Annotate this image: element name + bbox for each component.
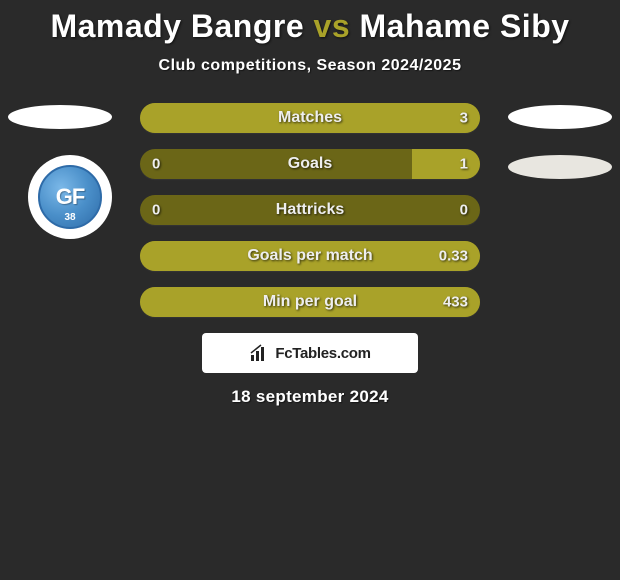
- stat-value-left: 0: [152, 202, 160, 219]
- subtitle: Club competitions, Season 2024/2025: [0, 57, 620, 75]
- stat-bars: Matches 3 0 Goals 1 0 Hattricks 0 Goals per matc…: [140, 103, 480, 317]
- stat-label: Goals per match: [247, 247, 372, 265]
- stat-fill-right: [412, 149, 480, 179]
- stat-label: Hattricks: [276, 201, 344, 219]
- player1-badge-placeholder: [8, 105, 112, 129]
- stat-value-right: 0.33: [439, 248, 468, 265]
- stat-label: Goals: [288, 155, 332, 173]
- stat-value-right: 0: [460, 202, 468, 219]
- club-logo-inner: GF 38: [38, 165, 102, 229]
- comparison-widget: Mamady Bangre vs Mahame Siby Club compet…: [0, 0, 620, 407]
- date: 18 september 2024: [0, 387, 620, 407]
- stat-bar: Goals per match 0.33: [140, 241, 480, 271]
- stat-bar: 0 Goals 1: [140, 149, 480, 179]
- stat-label: Min per goal: [263, 293, 357, 311]
- attribution[interactable]: FcTables.com: [202, 333, 418, 373]
- chart-icon: [249, 343, 269, 363]
- player1-club-logo: GF 38: [28, 155, 112, 239]
- player1-name: Mamady Bangre: [50, 8, 304, 44]
- stat-value-right: 433: [443, 294, 468, 311]
- player2-name: Mahame Siby: [360, 8, 570, 44]
- player2-badge-placeholder-1: [508, 105, 612, 129]
- stat-value-right: 1: [460, 156, 468, 173]
- player2-badge-placeholder-2: [508, 155, 612, 179]
- stats-section: GF 38 Matches 3 0 Goals 1 0 Hattricks 0 Goals pe…: [0, 103, 620, 317]
- stat-bar: 0 Hattricks 0: [140, 195, 480, 225]
- stat-label: Matches: [278, 109, 342, 127]
- page-title: Mamady Bangre vs Mahame Siby: [0, 8, 620, 45]
- stat-bar: Min per goal 433: [140, 287, 480, 317]
- club-initials: GF: [56, 184, 85, 210]
- vs-separator: vs: [314, 8, 351, 44]
- stat-bar: Matches 3: [140, 103, 480, 133]
- stat-value-left: 0: [152, 156, 160, 173]
- club-number: 38: [64, 212, 75, 223]
- attribution-text: FcTables.com: [275, 345, 370, 362]
- stat-value-right: 3: [460, 110, 468, 127]
